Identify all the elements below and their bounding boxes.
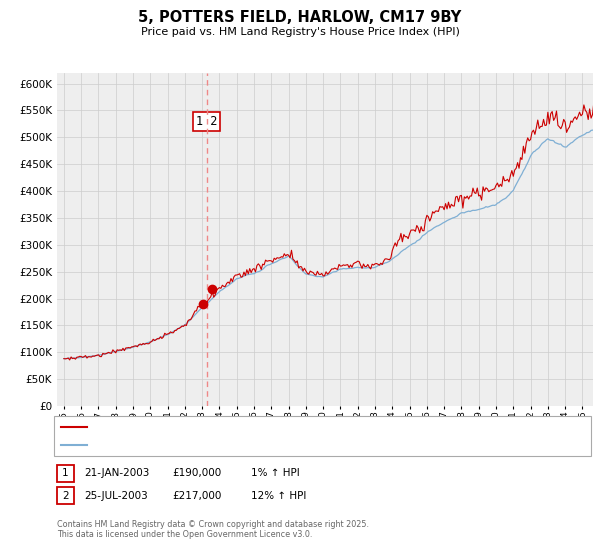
Text: 1: 1 — [62, 468, 69, 478]
Text: Contains HM Land Registry data © Crown copyright and database right 2025.
This d: Contains HM Land Registry data © Crown c… — [57, 520, 369, 539]
Text: Price paid vs. HM Land Registry's House Price Index (HPI): Price paid vs. HM Land Registry's House … — [140, 27, 460, 37]
Text: 5, POTTERS FIELD, HARLOW, CM17 9BY (semi-detached house): 5, POTTERS FIELD, HARLOW, CM17 9BY (semi… — [92, 422, 406, 432]
Text: 12% ↑ HPI: 12% ↑ HPI — [251, 491, 306, 501]
Text: 21-JAN-2003: 21-JAN-2003 — [85, 468, 150, 478]
Text: 5, POTTERS FIELD, HARLOW, CM17 9BY: 5, POTTERS FIELD, HARLOW, CM17 9BY — [139, 10, 461, 25]
Text: HPI: Average price, semi-detached house, Harlow: HPI: Average price, semi-detached house,… — [92, 440, 338, 450]
Text: 2: 2 — [62, 491, 69, 501]
Text: 1% ↑ HPI: 1% ↑ HPI — [251, 468, 299, 478]
Text: £217,000: £217,000 — [173, 491, 222, 501]
Text: 1 2: 1 2 — [196, 115, 217, 128]
Text: £190,000: £190,000 — [173, 468, 222, 478]
Text: 25-JUL-2003: 25-JUL-2003 — [85, 491, 148, 501]
